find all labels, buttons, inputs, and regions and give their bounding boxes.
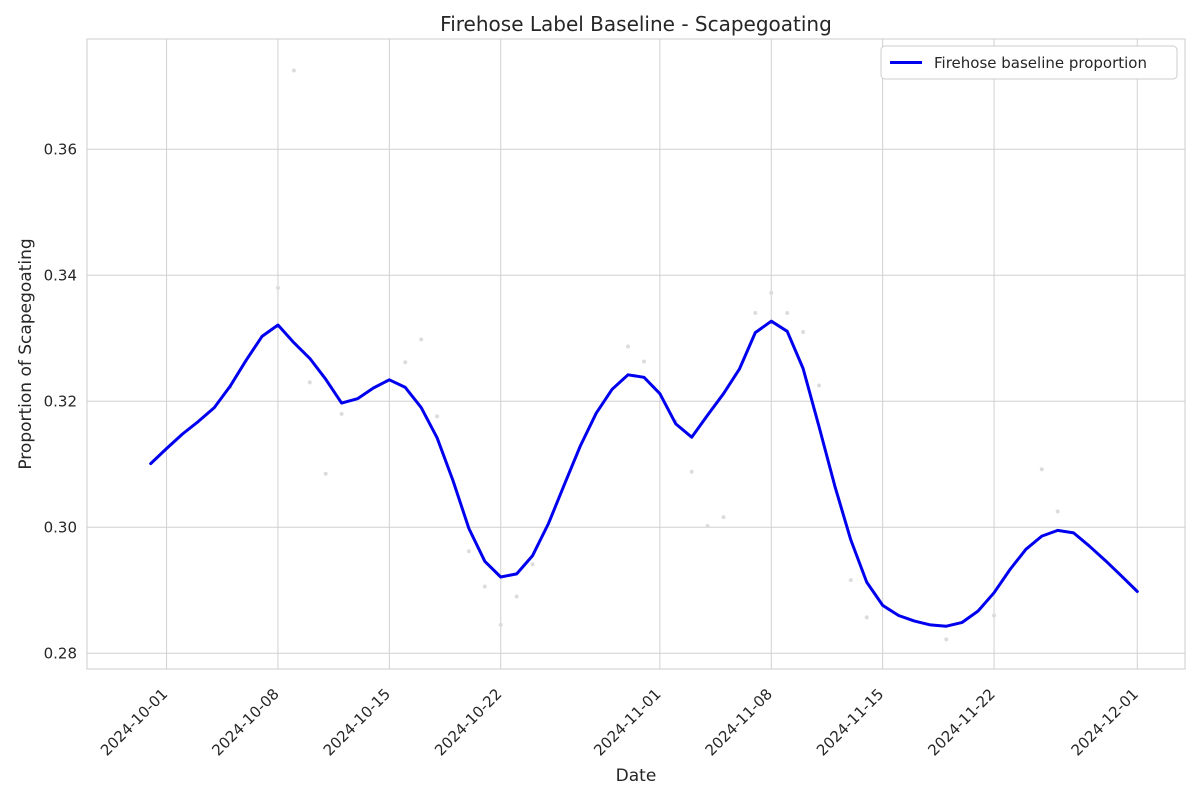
scatter-point [689,469,694,474]
scatter-point [498,622,503,627]
scatter-point [514,594,519,599]
legend: Firehose baseline proportion [880,45,1178,80]
x-axis-label: Date [616,766,657,786]
scatter-point [403,360,408,365]
scatter-point [323,471,328,476]
scatter-point [1055,509,1060,514]
scatter-point [944,637,949,642]
scatter-layer [228,68,1060,642]
chart-title: Firehose Label Baseline - Scapegoating [440,12,832,36]
scatter-point [848,578,853,583]
scatter-point [466,549,471,554]
plot-frame [86,38,1186,670]
series-layer [149,319,1139,628]
legend-label-firehose-baseline: Firehose baseline proportion [934,54,1147,72]
y-tick-label: 0.36 [44,140,77,158]
series-line-firehose-baseline [149,319,1139,628]
scatter-point [641,359,646,364]
y-tick-label: 0.32 [44,392,77,410]
y-tick-label: 0.30 [44,518,77,536]
scatter-point [992,613,997,618]
scatter-point [753,311,758,316]
scatter-point [530,562,535,567]
y-tick-labels: 0.28 0.30 0.32 0.34 0.36 [44,140,77,662]
scatter-point [626,344,631,349]
y-tick-label: 0.34 [44,266,77,284]
legend-box [880,45,1178,80]
scatter-point [817,383,821,388]
scatter-point [801,329,806,334]
scatter-point [721,515,726,520]
scatter-point [864,615,869,620]
scatter-point [705,523,710,528]
y-axis-label: Proportion of Scapegoating [16,238,36,469]
grid [87,39,1185,669]
scatter-point [482,584,487,589]
scatter-point [785,311,790,316]
scatter-point [307,380,312,385]
scatter-point [419,337,424,342]
scatter-point [1039,467,1044,472]
scatter-point [275,285,280,290]
scatter-point [339,411,344,416]
scatter-point [291,68,296,73]
scatter-point [435,414,440,419]
y-tick-label: 0.28 [44,644,77,662]
scatter-point [769,290,774,295]
